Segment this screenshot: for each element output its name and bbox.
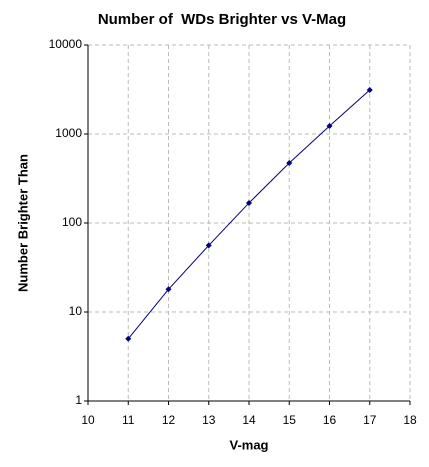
data-point	[286, 160, 293, 167]
chart-title: Number of WDs Brighter vs V-Mag	[98, 11, 346, 28]
x-tick-label: 14	[242, 413, 256, 427]
x-tick-label: 15	[283, 413, 297, 427]
y-tick-label: 10000	[49, 37, 83, 51]
y-tick-label: 100	[62, 215, 82, 229]
x-axis-title: V-mag	[229, 437, 268, 452]
y-tick-label: 1	[75, 393, 82, 407]
data-point	[205, 242, 212, 249]
y-tick-label: 10	[69, 304, 83, 318]
y-axis-title: Number Brighter Than	[15, 154, 30, 292]
x-tick-label: 10	[81, 413, 95, 427]
x-tick-label: 18	[403, 413, 417, 427]
x-tick-label: 16	[323, 413, 337, 427]
y-tick-label: 1000	[55, 126, 82, 140]
data-point	[246, 199, 252, 206]
data-point	[165, 286, 172, 293]
data-point	[366, 87, 373, 94]
x-tick-label: 12	[162, 413, 176, 427]
data-point	[326, 122, 333, 129]
x-tick-label: 13	[202, 413, 216, 427]
data-point	[125, 335, 132, 342]
x-tick-label: 17	[363, 413, 377, 427]
x-tick-label: 11	[122, 413, 135, 427]
